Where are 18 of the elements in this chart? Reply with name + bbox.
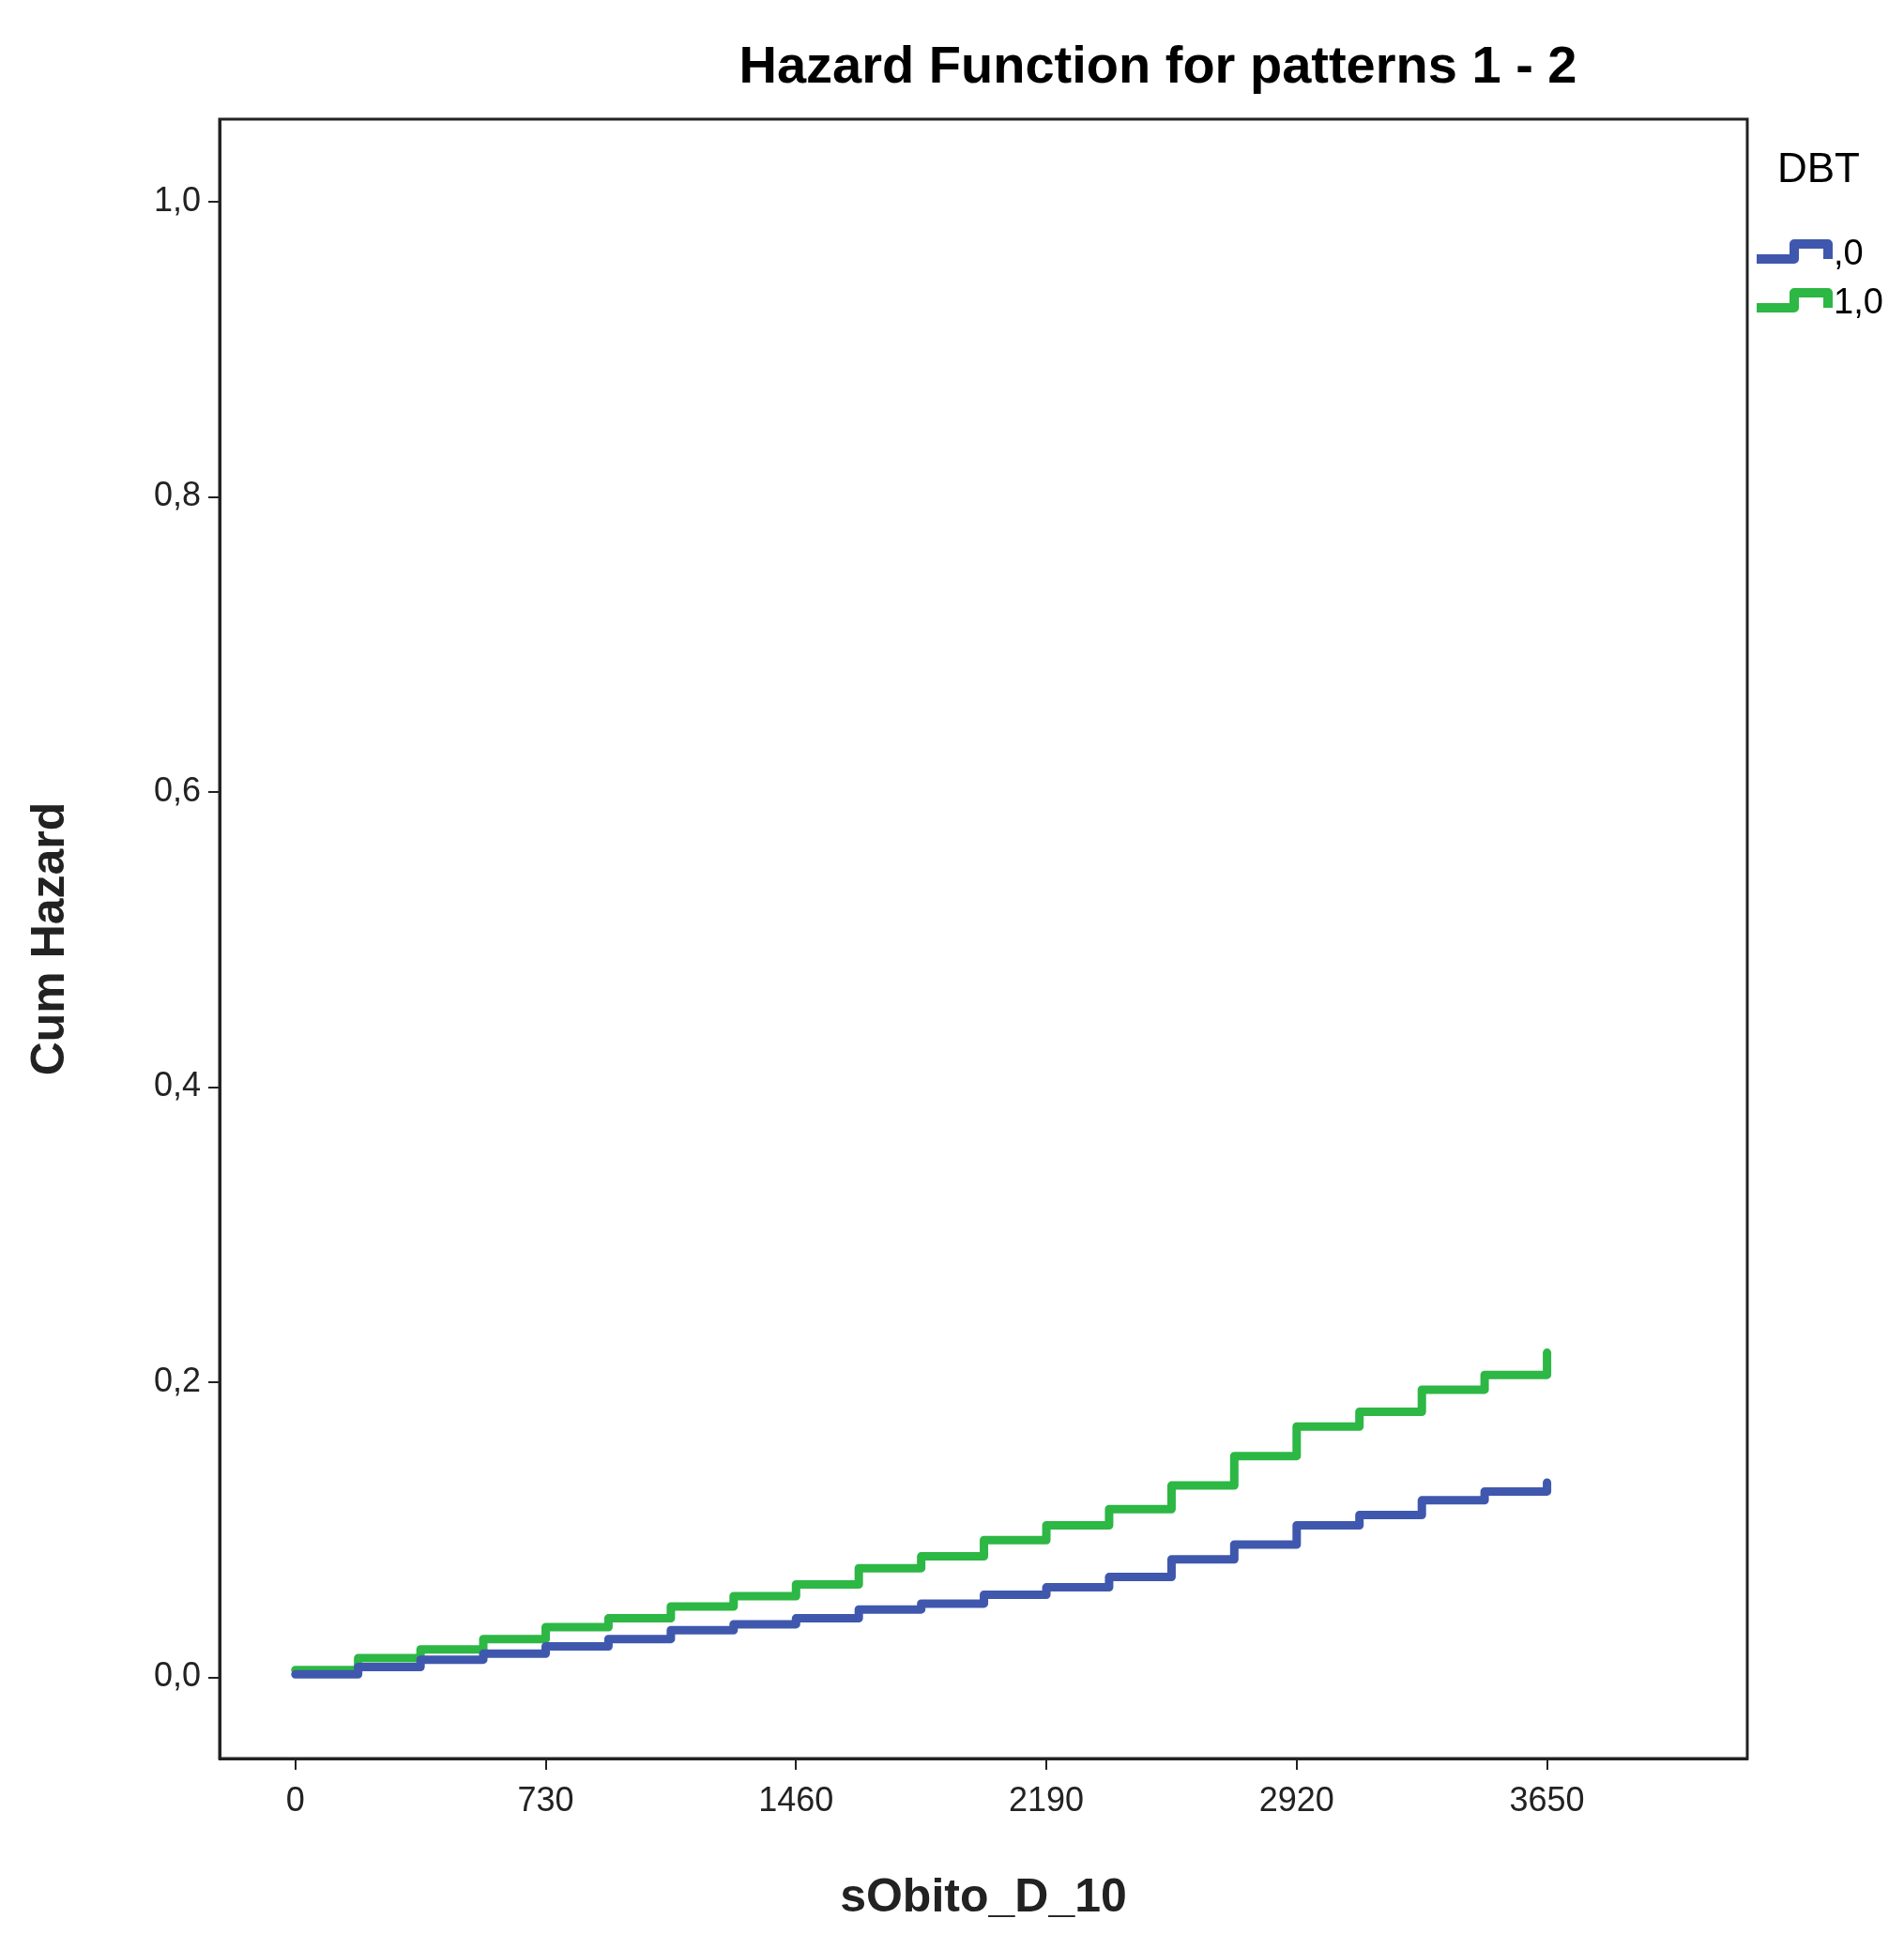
x-tick-label: 1460 [758, 1779, 834, 1819]
x-tick-label: 730 [517, 1779, 574, 1819]
y-axis-title: Cum Hazard [21, 801, 74, 1076]
y-tick-label: 0,8 [153, 475, 201, 514]
x-tick-label: 0 [285, 1779, 305, 1819]
y-tick-label: 0,2 [153, 1360, 201, 1399]
y-tick-label: 1,0 [153, 179, 201, 219]
x-axis-title: sObito_D_10 [840, 1868, 1127, 1922]
x-tick-label: 3650 [1509, 1779, 1585, 1819]
legend-label: 1,0 [1834, 282, 1883, 322]
legend-label: ,0 [1834, 233, 1864, 273]
x-tick-label: 2920 [1258, 1779, 1334, 1819]
y-tick-label: 0,6 [153, 769, 201, 809]
y-tick-label: 0,4 [153, 1065, 201, 1104]
chart-title: Hazard Function for patterns 1 - 2 [739, 35, 1577, 95]
y-tick-label: 0,0 [153, 1655, 201, 1695]
legend-title: DBT [1777, 145, 1860, 191]
x-tick-label: 2190 [1009, 1779, 1085, 1819]
